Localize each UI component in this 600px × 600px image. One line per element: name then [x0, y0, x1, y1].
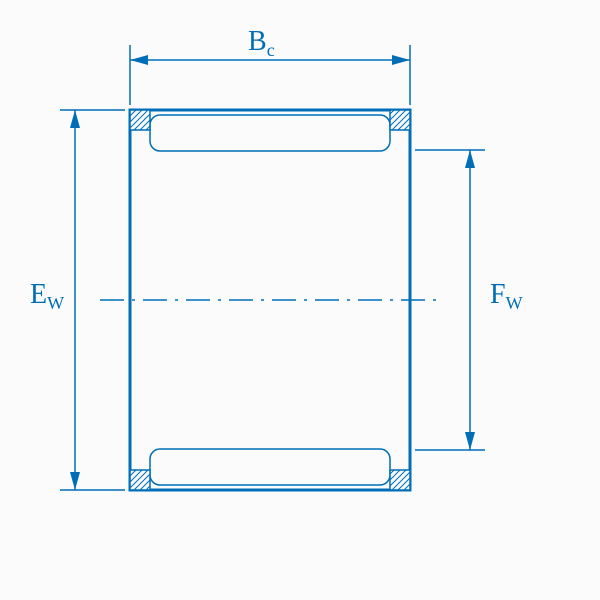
label-ew-sub: W [47, 293, 64, 313]
dimension-fw: FW [415, 150, 523, 450]
label-fw-main: F [490, 279, 506, 310]
svg-text:EW: EW [30, 279, 64, 313]
label-ew-main: E [30, 279, 47, 310]
bearing-section-diagram: Bc EW FW [0, 0, 600, 600]
svg-text:Bc: Bc [248, 26, 275, 60]
roller [150, 449, 390, 485]
label-bc-sub: c [267, 40, 275, 60]
retainer-block [390, 110, 410, 130]
roller [150, 115, 390, 151]
label-bc-main: B [248, 26, 267, 57]
retainer-block [130, 110, 150, 130]
retainer-block [390, 470, 410, 490]
retainer-block [130, 470, 150, 490]
dimension-bc: Bc [130, 26, 410, 105]
svg-text:FW: FW [490, 279, 523, 313]
label-fw-sub: W [506, 293, 523, 313]
